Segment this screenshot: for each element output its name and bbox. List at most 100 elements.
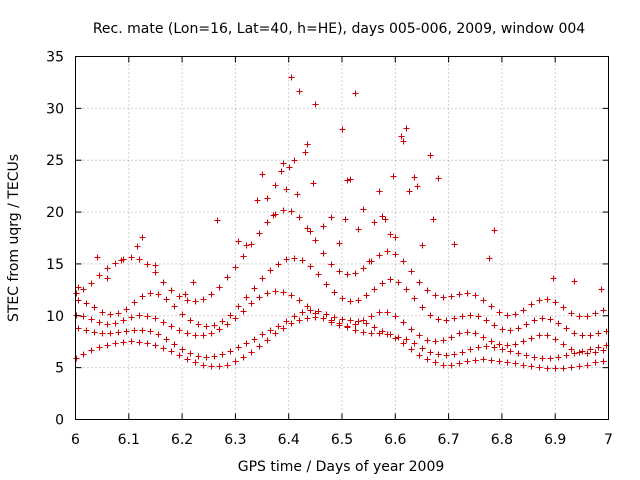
- data-point-track-a: [488, 357, 495, 364]
- data-point-track-c: [232, 315, 239, 322]
- data-point-track-d: [147, 290, 154, 297]
- data-point-track-c: [432, 338, 439, 345]
- data-point-track-b: [147, 328, 154, 335]
- x-tick-label: 7: [604, 432, 613, 448]
- data-point-scatter-high: [336, 240, 343, 247]
- data-point-track-d: [75, 297, 82, 304]
- data-point-track-e: [136, 256, 143, 263]
- data-point-track-c: [584, 350, 591, 357]
- data-point-track-d: [395, 279, 402, 286]
- data-point-track-c: [264, 290, 271, 297]
- data-point-track-e: [192, 298, 199, 305]
- data-point-track-d: [283, 256, 290, 263]
- data-point-track-c: [352, 321, 359, 328]
- y-tick-label: 20: [46, 205, 64, 221]
- data-point-track-b: [459, 349, 466, 356]
- data-point-track-a: [96, 344, 103, 351]
- data-point-track-a: [296, 317, 303, 324]
- data-point-track-e: [160, 279, 167, 286]
- data-point-scatter-high: [344, 177, 351, 184]
- data-point-track-c: [152, 315, 159, 322]
- data-point-track-e: [352, 270, 359, 277]
- data-point-track-c: [552, 336, 559, 343]
- data-point-track-a: [440, 362, 447, 369]
- data-point-track-b: [203, 354, 210, 361]
- data-point-scatter-high: [304, 141, 311, 148]
- data-point-track-b: [179, 346, 186, 353]
- data-point-track-a: [232, 358, 239, 365]
- data-point-track-c: [448, 334, 455, 341]
- data-point-track-a: [224, 362, 231, 369]
- x-tick-label: 6.8: [491, 432, 513, 448]
- data-point-track-a: [152, 342, 159, 349]
- data-point-scatter-high: [347, 176, 354, 183]
- grid-lines: [75, 56, 609, 420]
- data-point-track-c: [360, 317, 367, 324]
- data-point-track-e: [80, 286, 87, 293]
- data-point-scatter-high: [254, 197, 261, 204]
- data-point-scatter-high: [152, 262, 159, 269]
- y-tick-label: 30: [46, 101, 64, 117]
- data-point-track-a: [408, 346, 415, 353]
- data-point-track-e: [544, 296, 551, 303]
- data-point-track-d: [539, 315, 546, 322]
- data-point-track-a: [480, 356, 487, 363]
- x-tick-label: 6.7: [437, 432, 459, 448]
- data-point-scatter-high: [310, 180, 317, 187]
- data-point-track-e: [520, 307, 527, 314]
- data-point-track-b: [579, 348, 586, 355]
- data-point-track-a: [448, 362, 455, 369]
- data-point-track-a: [248, 349, 255, 356]
- data-point-track-a: [264, 337, 271, 344]
- data-point-track-a: [304, 315, 311, 322]
- data-point-track-d: [443, 317, 450, 324]
- data-point-track-b: [339, 316, 346, 323]
- data-point-track-d: [427, 312, 434, 319]
- data-point-track-e: [128, 254, 135, 261]
- data-point-track-e: [104, 265, 111, 272]
- data-point-track-b: [275, 323, 282, 330]
- data-point-track-b: [299, 309, 306, 316]
- data-point-track-d: [379, 280, 386, 287]
- data-point-scatter-high: [288, 74, 295, 81]
- data-point-track-d: [339, 295, 346, 302]
- data-point-scatter-high: [550, 275, 557, 282]
- data-point-track-e: [288, 208, 295, 215]
- data-point-scatter-high: [571, 278, 578, 285]
- data-point-track-d: [163, 296, 170, 303]
- data-point-track-e: [344, 271, 351, 278]
- data-point-track-c: [536, 332, 543, 339]
- data-point-scatter-high: [451, 241, 458, 248]
- data-point-track-e: [152, 269, 159, 276]
- data-point-scatter-high: [214, 217, 221, 224]
- data-point-track-a: [576, 363, 583, 370]
- data-point-track-c: [496, 341, 503, 348]
- data-point-track-d: [251, 285, 258, 292]
- data-point-track-c: [376, 309, 383, 316]
- data-point-track-c: [184, 330, 191, 337]
- data-point-track-c: [240, 308, 247, 315]
- data-point-scatter-high: [486, 255, 493, 262]
- data-point-track-e: [424, 287, 431, 294]
- data-point-track-e: [224, 274, 231, 281]
- data-point-track-b: [563, 352, 570, 359]
- data-point-track-d: [211, 322, 218, 329]
- data-point-track-a: [496, 358, 503, 365]
- data-point-track-b: [587, 346, 594, 353]
- data-point-track-d: [99, 309, 106, 316]
- data-point-track-b: [155, 331, 162, 338]
- data-point-track-d: [267, 267, 274, 274]
- data-point-track-b: [171, 341, 178, 348]
- data-point-scatter-high: [280, 160, 287, 167]
- data-point-track-c: [392, 313, 399, 320]
- data-point-track-b: [403, 336, 410, 343]
- data-point-track-d: [579, 332, 586, 339]
- data-point-track-d: [507, 327, 514, 334]
- data-point-track-d: [203, 323, 210, 330]
- data-point-track-d: [483, 317, 490, 324]
- data-point-track-b: [499, 346, 506, 353]
- data-point-track-d: [187, 317, 194, 324]
- data-point-scatter-high: [328, 214, 335, 221]
- data-point-track-a: [432, 359, 439, 366]
